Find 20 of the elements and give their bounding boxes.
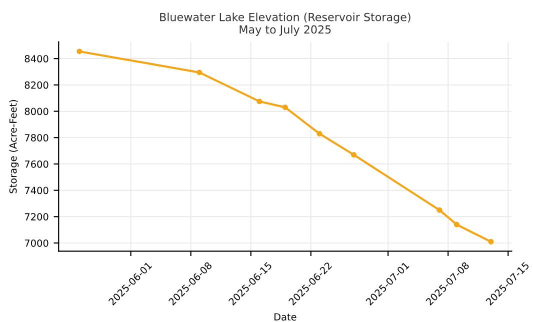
- y-tick-label: 8000: [24, 108, 48, 116]
- point: [316, 130, 322, 136]
- y-tick-label: 7400: [24, 186, 48, 194]
- point: [256, 98, 262, 104]
- point: [488, 238, 494, 244]
- y-tick-label: 7200: [24, 213, 48, 220]
- point: [436, 207, 442, 213]
- y-tick-label: 7000: [24, 239, 48, 247]
- point: [350, 152, 357, 158]
- y-tick-label: 8400: [24, 55, 48, 62]
- chart-title: Bluewater Lake Elevation (Reservoir Storage) May to July 2025: [160, 12, 410, 36]
- y-tick-label: 7600: [24, 160, 48, 168]
- y-tick-label: 8200: [24, 81, 48, 89]
- x-axis-title: Date: [274, 313, 296, 321]
- point: [196, 70, 202, 76]
- y-axis-title: Storage (Acre-Feet): [9, 100, 19, 194]
- y-tick-label: 7800: [24, 134, 48, 142]
- point: [282, 104, 288, 110]
- point: [76, 48, 82, 54]
- point: [454, 222, 460, 228]
